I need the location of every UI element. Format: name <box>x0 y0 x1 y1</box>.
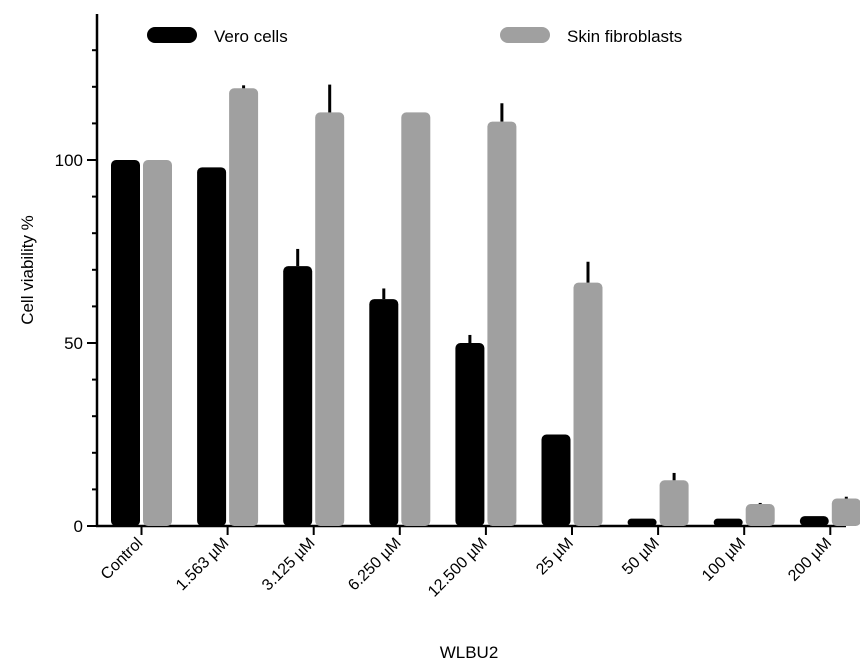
x-axis-ticks: Control 1.563 µM 3.125 µM 6.250 µM 12.500 µM… <box>98 526 835 601</box>
legend-label-vero-cells: Vero cells <box>214 27 288 46</box>
legend-entry-vero-cells: Vero cells <box>147 27 288 46</box>
y-tick-label-0: 0 <box>74 517 83 536</box>
bar-skin-fibroblasts-6-250-m <box>401 112 431 527</box>
y-axis-title: Cell viability % <box>18 215 37 325</box>
legend-swatch-vero-cells <box>147 27 197 43</box>
bar-skin-fibroblasts-control <box>143 160 172 526</box>
bar-skin-fibroblasts-50-m <box>659 480 689 526</box>
bars <box>111 84 860 527</box>
legend-label-skin-fibroblasts: Skin fibroblasts <box>567 27 682 46</box>
bar-vero-cells-12-500-m <box>455 343 485 526</box>
legend-entry-skin-fibroblasts: Skin fibroblasts <box>500 27 682 46</box>
bar-skin-fibroblasts-3-125-m <box>315 112 345 527</box>
bar-vero-cells-1-563-m <box>197 167 227 526</box>
bar-vero-cells-6-250-m <box>369 299 399 526</box>
bar-vero-cells-control <box>111 160 140 526</box>
bar-vero-cells-50-m <box>627 518 657 526</box>
x-tick-label-25-m: 25 µM <box>533 535 577 579</box>
bar-skin-fibroblasts-100-m <box>745 504 775 526</box>
legend-swatch-skin-fibroblasts <box>500 27 550 43</box>
x-tick-label-100-m: 100 µM <box>699 535 749 585</box>
bar-skin-fibroblasts-25-m <box>573 282 603 526</box>
y-axis-ticks: 0 50 100 <box>55 49 97 536</box>
bar-skin-fibroblasts-200-m <box>831 498 860 526</box>
x-tick-label-1-563-m: 1.563 µM <box>173 535 232 594</box>
bar-vero-cells-100-m <box>713 518 743 526</box>
x-tick-label-control: Control <box>98 535 146 583</box>
x-tick-label-3-125-m: 3.125 µM <box>259 535 318 594</box>
bar-skin-fibroblasts-1-563-m <box>229 88 259 526</box>
x-tick-label-50-m: 50 µM <box>619 535 663 579</box>
x-tick-label-6-250-m: 6.250 µM <box>345 535 404 594</box>
bar-vero-cells-3-125-m <box>283 266 313 526</box>
bar-vero-cells-25-m <box>541 434 571 526</box>
y-tick-label-100: 100 <box>55 151 83 170</box>
x-tick-label-200-m: 200 µM <box>785 535 835 585</box>
bar-skin-fibroblasts-12-500-m <box>487 121 517 526</box>
legend: Vero cells Skin fibroblasts <box>147 27 682 46</box>
y-tick-label-50: 50 <box>64 334 83 353</box>
bar-vero-cells-200-m <box>799 516 829 526</box>
x-tick-label-12-500-m: 12.500 µM <box>425 535 491 601</box>
x-axis-title: WLBU2 <box>440 643 499 662</box>
